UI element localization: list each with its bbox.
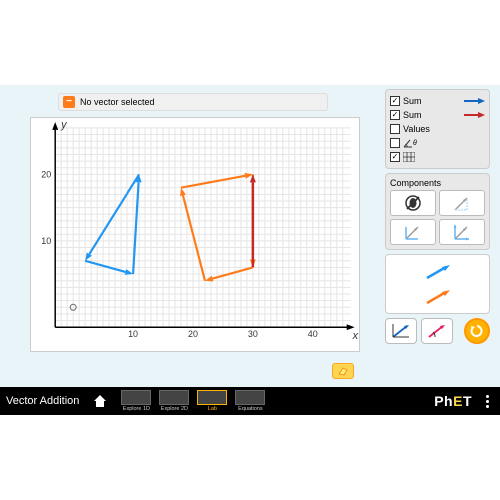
simulation-area: − No vector selected 10 20 30 40 10 20 x y Sum … (0, 85, 500, 387)
checkbox-grid[interactable] (390, 152, 400, 162)
polar-mode-button[interactable] (421, 318, 453, 344)
label-sum-1: Sum (403, 96, 422, 106)
svg-text:40: 40 (308, 329, 318, 339)
status-text: No vector selected (80, 97, 155, 107)
nav-tab-explore-2d[interactable]: Explore 2D (155, 388, 193, 414)
draggable-vector-orange[interactable] (423, 287, 453, 307)
nav-tab-explore-1d[interactable]: Explore 1D (117, 388, 155, 414)
graph[interactable]: 10 20 30 40 10 20 x y (30, 117, 360, 352)
nav-tab-equations[interactable]: Equations (231, 388, 269, 414)
phet-logo[interactable]: PhET (434, 393, 472, 409)
sim-title: Vector Addition (6, 395, 79, 407)
components-axes-button[interactable] (439, 219, 485, 245)
home-button[interactable] (91, 392, 109, 410)
menu-button[interactable] (480, 395, 494, 408)
svg-text:30: 30 (248, 329, 258, 339)
options-panel: Sum Sum Values θ (385, 89, 490, 169)
svg-text:θ: θ (413, 140, 417, 147)
grid-icon (403, 152, 415, 162)
cartesian-mode-button[interactable] (385, 318, 417, 344)
draggable-vector-blue[interactable] (423, 262, 453, 282)
svg-text:20: 20 (41, 169, 51, 179)
components-panel: Components (385, 173, 490, 250)
angle-icon: θ (403, 138, 419, 148)
label-sum-2: Sum (403, 110, 422, 120)
svg-text:20: 20 (188, 329, 198, 339)
label-values: Values (403, 124, 430, 134)
components-parallelogram-button[interactable] (439, 190, 485, 216)
eraser-button[interactable] (332, 363, 354, 379)
status-bar: − No vector selected (58, 93, 328, 111)
svg-text:y: y (60, 119, 67, 131)
status-icon: − (63, 96, 75, 108)
checkbox-sum-1[interactable] (390, 96, 400, 106)
svg-text:x: x (352, 330, 359, 342)
components-off-button[interactable] (390, 190, 436, 216)
reset-button[interactable] (464, 318, 490, 344)
nav-tab-lab[interactable]: Lab (193, 388, 231, 414)
svg-text:10: 10 (128, 329, 138, 339)
checkbox-values[interactable] (390, 124, 400, 134)
nav-bar: Vector Addition Explore 1DExplore 2DLabE… (0, 387, 500, 415)
checkbox-angle[interactable] (390, 138, 400, 148)
components-triangle-button[interactable] (390, 219, 436, 245)
vector-source-box (385, 254, 490, 314)
svg-text:10: 10 (41, 236, 51, 246)
components-title: Components (390, 178, 485, 188)
checkbox-sum-2[interactable] (390, 110, 400, 120)
